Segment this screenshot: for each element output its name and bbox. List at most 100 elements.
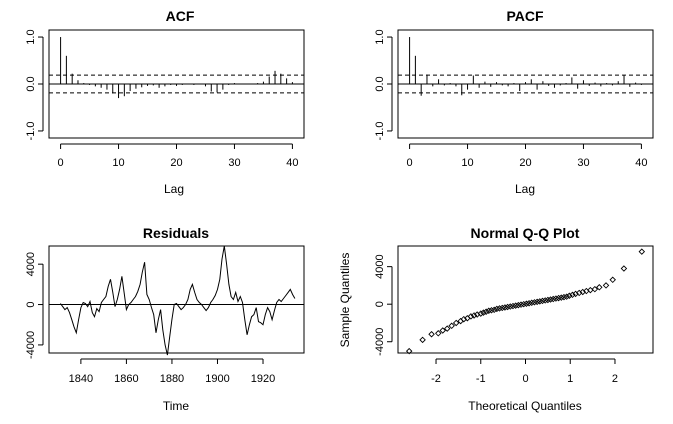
qq-point: [520, 300, 527, 308]
qq-point: [566, 292, 573, 299]
pacf-x-label: Lag: [515, 182, 535, 196]
residuals-x-tick-label: 1860: [114, 373, 138, 385]
qq-point: [435, 330, 442, 337]
residuals-x-label: Time: [163, 399, 190, 413]
pacf-title: PACF: [506, 8, 544, 24]
qq-y-ticks: -4000 0 4000: [374, 254, 393, 356]
qq-y-label: Sample Quantiles: [338, 253, 352, 348]
pacf-plot-frame: [397, 29, 654, 139]
qq-point: [405, 347, 413, 355]
qq-point: [419, 336, 426, 344]
qq-point: [523, 300, 530, 307]
qq-point: [443, 325, 451, 332]
qq-point: [544, 296, 552, 304]
acf-x-tick-label: 40: [286, 157, 298, 169]
qq-point: [602, 282, 610, 289]
acf-y-ticks: -1.0 0.0 1.0: [25, 29, 44, 140]
qq-x-tick-label: -2: [431, 373, 441, 385]
pacf-x-ticks: 0 10 20 30 40: [407, 143, 648, 169]
qq-point: [467, 313, 475, 320]
acf-x-ticks: 0 10 20 30 40: [58, 143, 299, 169]
qq-point: [452, 319, 460, 327]
acf-marks: [49, 37, 304, 99]
acf-x-tick-label: 30: [228, 157, 240, 169]
qq-point: [569, 291, 576, 299]
qq-point: [609, 276, 616, 284]
qq-point: [477, 310, 484, 317]
qq-point: [552, 295, 560, 302]
residuals-x-tick-label: 1900: [205, 373, 229, 385]
qq-point: [541, 297, 549, 304]
residuals-marks: [49, 245, 304, 356]
qq-x-tick-label: 1: [567, 373, 573, 385]
residuals-x-tick-label: 1840: [69, 373, 93, 385]
acf-panel: ACF Lag 0 10 20 30 40 -1.0 0.0 1.0: [25, 8, 305, 196]
pacf-y-tick-label: 1.0: [374, 29, 386, 44]
qq-point: [596, 284, 603, 291]
qq-point: [480, 309, 487, 316]
qq-point: [460, 315, 467, 323]
qq-point: [591, 285, 599, 293]
pacf-y-ticks: -1.0 0.0 1.0: [374, 29, 393, 140]
pacf-x-tick-label: 10: [461, 157, 473, 169]
qq-point: [579, 288, 586, 296]
residuals-y-tick-label: 0: [25, 301, 37, 307]
pacf-x-tick-label: 20: [519, 157, 531, 169]
acf-title: ACF: [166, 8, 195, 24]
qq-marks: [405, 248, 646, 355]
qq-point: [539, 297, 546, 305]
qq-point: [493, 305, 501, 313]
qq-point: [536, 298, 544, 305]
qq-point: [533, 298, 541, 306]
qq-point: [509, 302, 517, 310]
qq-plot-frame: [397, 245, 654, 354]
qq-point: [501, 304, 509, 311]
qq-point: [531, 299, 538, 306]
qq-y-tick-label: -4000: [374, 328, 386, 356]
acf-y-tick-label: 0.0: [25, 76, 37, 91]
residuals-plot-frame: [48, 245, 305, 354]
qq-point: [485, 307, 493, 314]
residuals-y-ticks: -4000 0 4000: [25, 252, 44, 359]
pacf-x-tick-label: 30: [577, 157, 589, 169]
acf-x-tick-label: 20: [170, 157, 182, 169]
qq-point: [496, 305, 503, 312]
qq-x-ticks: -2 -1 0 1 2: [431, 358, 618, 385]
qq-point: [560, 293, 568, 301]
acf-x-label: Lag: [164, 182, 184, 196]
qq-point: [547, 296, 554, 303]
pacf-marks: [398, 37, 653, 96]
residuals-y-tick-label: 4000: [25, 252, 37, 276]
pacf-x-tick-label: 0: [407, 157, 413, 169]
acf-plot-frame: [48, 29, 305, 139]
qq-point: [488, 307, 495, 314]
residuals-title: Residuals: [143, 225, 209, 241]
qq-point: [512, 302, 519, 309]
qq-point: [482, 308, 490, 315]
qq-point: [439, 327, 446, 334]
acf-x-tick-label: 10: [112, 157, 124, 169]
residuals-x-tick-label: 1880: [160, 373, 184, 385]
qq-x-tick-label: 0: [522, 373, 528, 385]
qq-point: [499, 304, 506, 312]
qq-title: Normal Q-Q Plot: [471, 225, 580, 241]
qq-point: [507, 303, 514, 310]
qq-x-tick-label: -1: [476, 373, 486, 385]
qq-point: [515, 301, 522, 309]
qq-point: [470, 312, 478, 319]
residuals-y-tick-label: -4000: [25, 331, 37, 359]
qq-y-tick-label: 4000: [374, 254, 386, 278]
qq-point: [550, 295, 557, 303]
qq-y-tick-label: 0: [374, 301, 386, 307]
pacf-x-tick-label: 40: [635, 157, 647, 169]
residuals-series-line: [59, 245, 296, 356]
qq-point: [504, 303, 511, 311]
pacf-panel: PACF Lag 0 10 20 30 40 -1.0 0.0 1.0: [374, 8, 654, 196]
qq-x-tick-label: 2: [612, 373, 618, 385]
pacf-y-tick-label: 0.0: [374, 76, 386, 91]
qq-point: [558, 294, 565, 301]
residuals-x-tick-label: 1920: [251, 373, 275, 385]
qq-point: [448, 322, 455, 330]
acf-y-tick-label: 1.0: [25, 29, 37, 44]
qq-point: [638, 248, 646, 255]
